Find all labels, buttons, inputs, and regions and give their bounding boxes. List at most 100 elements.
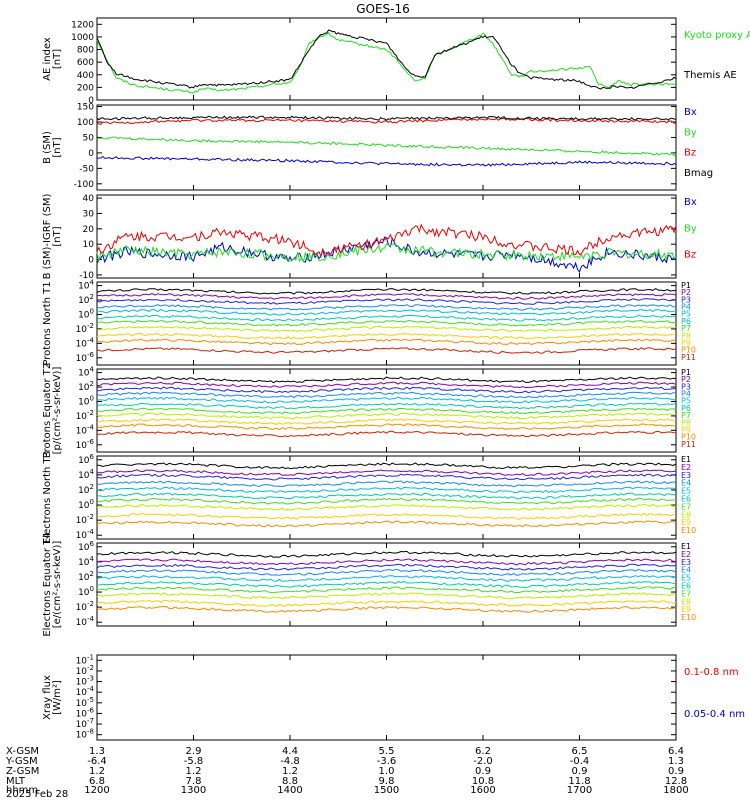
y-tick-label: 0 [88,256,94,266]
channel-label: P10 [681,433,696,442]
y-tick-label: 104 [78,279,94,292]
y-tick-label: 102 [78,483,94,496]
time-axis-value: 1.2 [282,766,298,777]
channel-line [97,308,677,316]
time-axis-value: 0.9 [475,766,491,777]
channel-line [96,430,677,438]
y-axis-label: AE index [42,37,53,81]
y-tick-label: 10-2 [76,664,94,677]
series-line [96,136,677,157]
time-axis-value: 1600 [470,785,495,796]
channel-line [96,563,677,571]
channel-label: P7 [681,324,691,333]
channel-label: P11 [681,353,696,362]
time-axis-value: -3.6 [377,756,397,767]
panel-3: -10 0 10 20 30 40 B (SM)-IGRF (SM) [nT] Bx By Bz [42,194,697,281]
channel-line [96,314,677,322]
panel-6: 106 104 102 100 10-2 10-4 Electrons North T3 E1… [42,451,696,544]
series-line [96,117,677,125]
channel-label: P2 [681,288,691,297]
y-tick-label: 0 [88,149,94,159]
channel-line [96,605,677,613]
channel-line [96,402,677,410]
channel-line [96,550,677,558]
channel-line [96,381,677,389]
y-axis-label: [e/(cm²-s-sr-keV)] [52,541,63,629]
channel-label: E9 [681,605,691,614]
channel-line [96,520,677,528]
channel-line [96,469,677,476]
y-tick-label: 10-6 [76,438,95,451]
channel-label: E10 [681,613,696,622]
y-tick-label: 10-2 [76,409,94,422]
y-tick-label: 200 [77,83,94,93]
channel-label: P10 [681,346,696,355]
y-axis-label: Xray flux [42,675,53,720]
y-tick-label: 10-4 [76,423,95,436]
channel-line [96,338,677,346]
y-tick-label: 40 [83,194,95,204]
channel-line [96,486,677,494]
channel-label: E6 [681,495,691,504]
panel-frame [96,455,677,540]
channel-label: P1 [681,281,691,290]
channel-label: P3 [681,382,691,391]
channel-line [96,304,677,311]
channel-line [96,558,676,566]
channel-label: P6 [681,317,691,326]
channel-line [96,332,677,340]
y-tick-label: 10-4 [76,615,95,628]
y-axis-label: [nT] [52,49,63,69]
panel-frame [96,194,677,279]
channel-label: E2 [681,463,691,472]
row-label: Z-GSM [6,766,39,777]
y-tick-label: 100 [78,307,94,320]
channel-line [96,462,677,470]
y-tick-label: 10-5 [76,696,94,709]
y-tick-label: 10-2 [76,600,94,613]
y-tick-label: 400 [77,71,94,81]
channel-line [96,473,677,481]
y-tick-label: 10-3 [76,675,94,688]
channel-label: P8 [681,331,691,340]
time-axis-value: 1500 [374,785,399,796]
channel-label: P2 [681,375,691,384]
channel-line [96,376,677,384]
time-axis-value: 1.3 [89,746,105,757]
channel-line [96,497,677,505]
y-tick-label: 600 [77,58,94,68]
channel-label: E1 [681,542,691,551]
y-axis-label: Electrons North T3 [42,451,53,544]
channel-line [96,396,677,404]
panel-2: -100 -50 0 50 100 150 B (SM) [nT] Bx By Bz Bmag [42,103,713,191]
time-axis-value: 1.3 [668,756,684,767]
legend-label: By [684,127,697,138]
channel-label: E1 [681,455,691,464]
legend-label: Themis AE [683,70,737,81]
panel-8: 10-110-210-310-410-510-610-710-8 Xray flu… [42,653,745,740]
legend-label: 0.05-0.4 nm [684,709,745,720]
time-axis-value: 0.9 [572,766,588,777]
channel-line [96,418,677,425]
channel-label: P7 [681,411,691,420]
channel-label: P4 [681,390,691,399]
series-line [96,29,677,90]
row-label: hhmm [6,785,38,796]
time-axis-value: 1800 [663,785,688,796]
legend-label: Kyoto proxy AE [684,30,750,41]
channel-line [96,423,677,431]
y-tick-label: 10-2 [76,322,94,335]
y-axis-label: [nT] [52,226,63,246]
y-tick-label: 30 [83,209,95,219]
channel-label: P6 [681,404,691,413]
channel-line [96,386,677,394]
time-axis-value: -2.0 [473,756,493,767]
y-tick-label: -10 [79,271,94,281]
channel-label: P9 [681,338,691,347]
time-axis-value: -4.8 [280,756,300,767]
legend-label: Bx [684,197,697,208]
time-axis-value: 1700 [567,785,592,796]
y-tick-label: 100 [78,394,94,407]
